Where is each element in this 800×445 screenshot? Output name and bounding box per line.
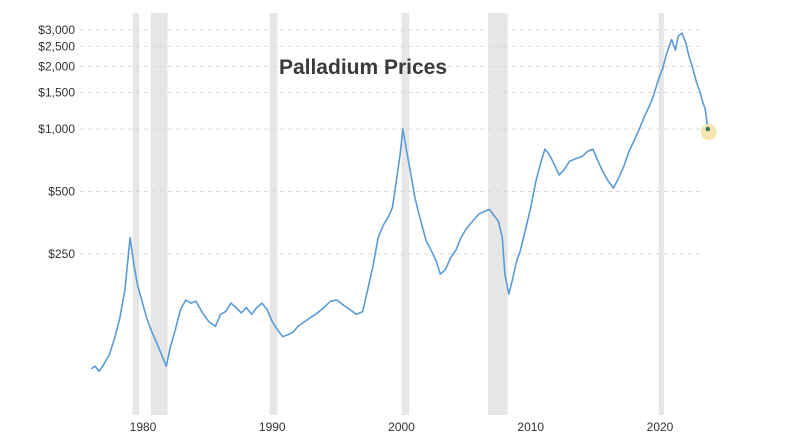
y-axis-ticks: $3,000 $2,500 $2,000 $1,500 $1,000 $500 $250	[38, 23, 75, 261]
y-tick-label: $500	[48, 185, 75, 199]
x-tick-label: 1990	[259, 420, 286, 434]
y-tick-label: $1,500	[38, 85, 75, 99]
recession-bands	[132, 13, 664, 415]
x-tick-label: 2010	[517, 420, 544, 434]
recession-band	[488, 13, 508, 415]
x-axis-ticks: 1980 1990 2000 2010 2020	[130, 420, 674, 434]
y-tick-label: $1,000	[38, 122, 75, 136]
y-tick-label: $2,500	[38, 39, 75, 53]
series-layer	[90, 32, 717, 373]
recession-band	[658, 13, 664, 415]
last-point-dot	[705, 126, 711, 132]
last-point-marker	[700, 124, 717, 141]
recession-band	[132, 13, 140, 415]
price-series-line	[90, 32, 709, 373]
chart-title: Palladium Prices	[279, 56, 447, 79]
x-tick-label: 2000	[388, 420, 415, 434]
y-tick-label: $3,000	[38, 23, 75, 37]
x-tick-label: 1980	[130, 420, 157, 434]
recession-band	[150, 13, 168, 415]
recession-band	[269, 13, 278, 415]
y-tick-label: $250	[48, 247, 75, 261]
recession-band	[401, 13, 410, 415]
x-tick-label: 2020	[647, 420, 674, 434]
y-tick-label: $2,000	[38, 60, 75, 74]
